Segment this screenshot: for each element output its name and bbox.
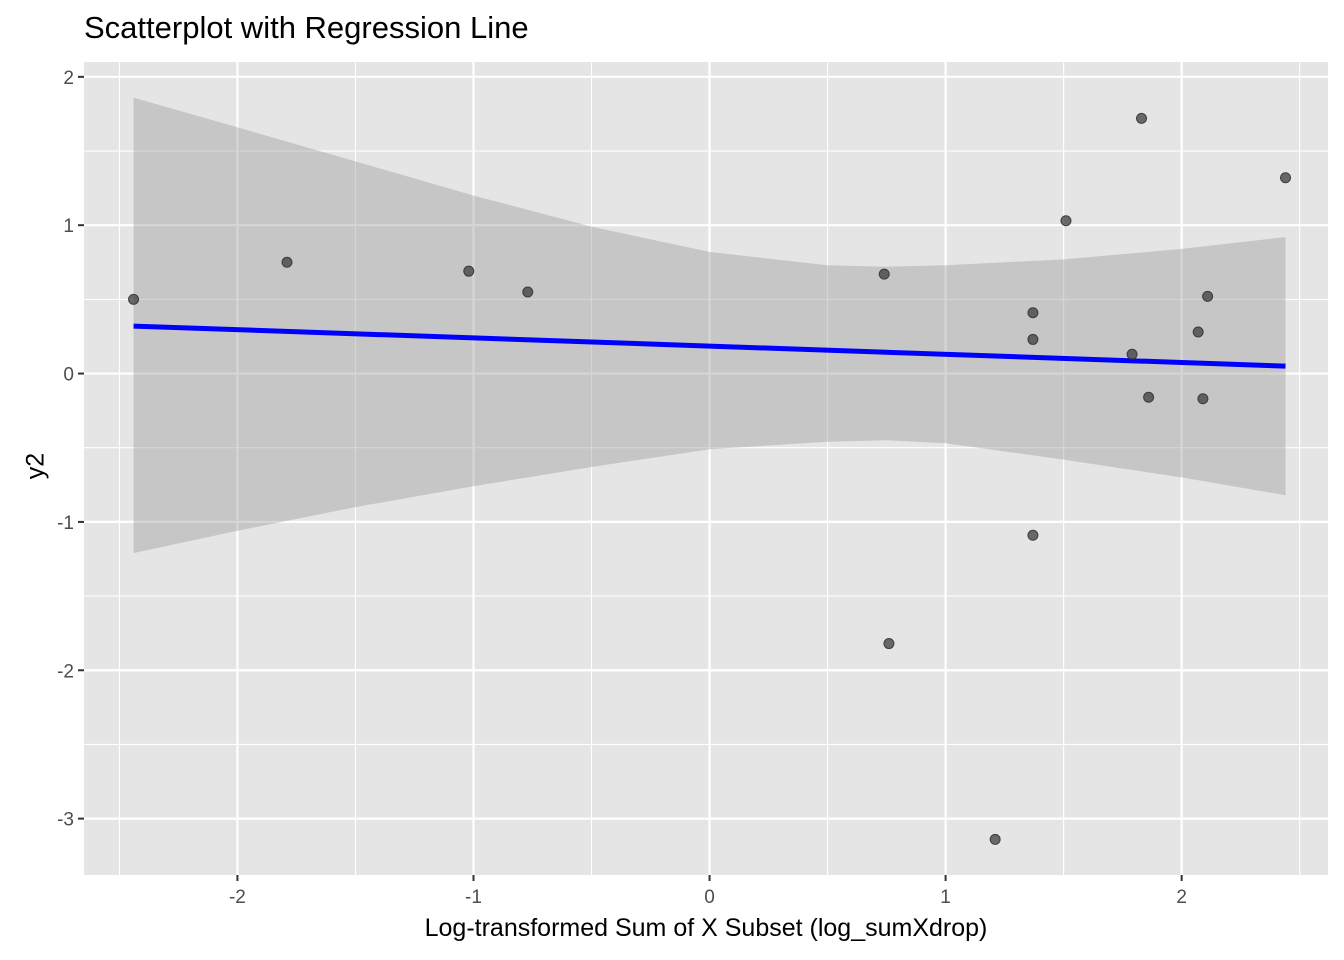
- y-tick-label: -3: [57, 810, 74, 831]
- data-point: [1060, 215, 1072, 227]
- x-axis: -2 -1 0 1 2: [229, 875, 1187, 908]
- data-point: [1202, 290, 1214, 302]
- x-tick-label: -1: [465, 887, 482, 908]
- data-point: [1197, 393, 1209, 405]
- y-tick-label: 0: [63, 365, 74, 386]
- y-tick-label: -2: [57, 661, 74, 682]
- y-tick-label: 2: [63, 68, 74, 89]
- data-point: [281, 256, 293, 268]
- data-point: [878, 268, 890, 280]
- data-point: [1126, 348, 1138, 360]
- chart-title: Scatterplot with Regression Line: [84, 10, 529, 45]
- x-tick-label: 0: [704, 887, 715, 908]
- y-tick-label: 1: [63, 216, 74, 237]
- x-tick-label: -2: [229, 887, 246, 908]
- x-axis-label: Log-transformed Sum of X Subset (log_sum…: [424, 914, 988, 942]
- plot-panel: [84, 62, 1328, 875]
- data-point: [1143, 391, 1155, 403]
- data-point: [128, 293, 140, 305]
- y-axis: -3 -2 -1 0 1 2: [57, 68, 84, 831]
- y-tick-label: -1: [57, 513, 74, 534]
- x-tick-label: 1: [940, 887, 951, 908]
- data-point: [1280, 172, 1292, 184]
- data-point: [1136, 112, 1148, 124]
- grid-major: [84, 62, 1328, 875]
- data-point: [1027, 307, 1039, 319]
- data-point: [989, 833, 1001, 845]
- confidence-band: [133, 97, 1286, 554]
- data-point: [1027, 333, 1039, 345]
- data-point: [1027, 529, 1039, 541]
- x-tick-label: 2: [1176, 887, 1187, 908]
- data-point: [1192, 326, 1204, 338]
- regression-line: [133, 323, 1286, 369]
- grid-minor: [84, 62, 1328, 875]
- data-point: [883, 638, 895, 650]
- y-axis-label: y2: [21, 452, 50, 480]
- data-point: [463, 265, 475, 277]
- data-points: [128, 112, 1292, 845]
- data-point: [522, 286, 534, 298]
